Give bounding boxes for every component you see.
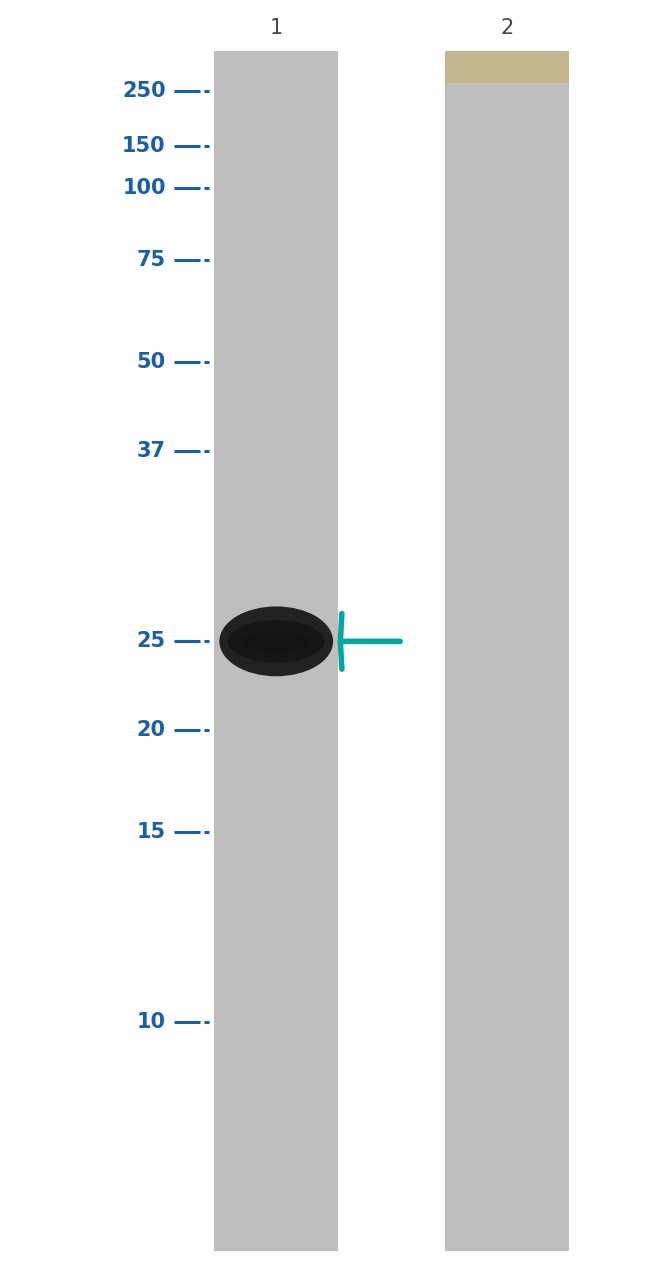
- Text: 20: 20: [136, 720, 166, 740]
- Ellipse shape: [242, 631, 311, 652]
- Bar: [445, 51, 569, 83]
- Bar: [214, 51, 338, 1251]
- Text: 37: 37: [136, 441, 166, 461]
- Text: 75: 75: [136, 250, 166, 271]
- Bar: [445, 51, 569, 1251]
- Ellipse shape: [220, 607, 333, 676]
- Text: 50: 50: [136, 352, 166, 372]
- Text: 2: 2: [500, 18, 514, 38]
- Ellipse shape: [228, 621, 324, 663]
- Text: 100: 100: [122, 178, 166, 198]
- Text: 15: 15: [136, 822, 166, 842]
- Text: 25: 25: [136, 631, 166, 652]
- Text: 1: 1: [270, 18, 283, 38]
- Text: 150: 150: [122, 136, 166, 156]
- Text: 250: 250: [122, 81, 166, 102]
- Text: 10: 10: [136, 1012, 166, 1033]
